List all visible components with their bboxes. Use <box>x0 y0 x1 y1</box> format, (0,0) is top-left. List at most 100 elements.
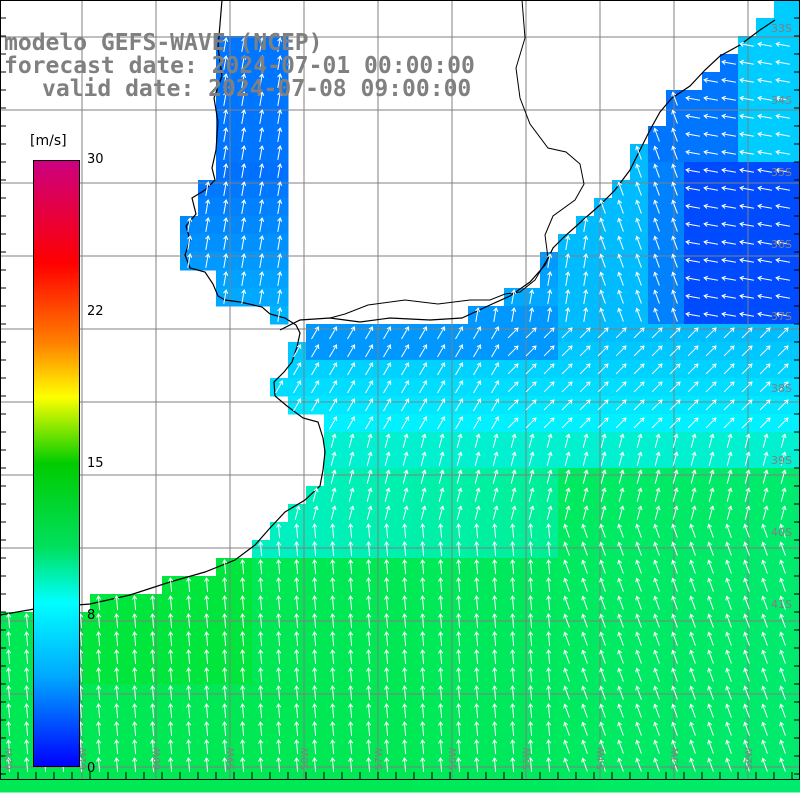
wind-arrow <box>150 667 156 683</box>
wind-arrow <box>546 631 552 647</box>
wind-arrow <box>757 59 772 65</box>
wind-arrow <box>241 91 247 106</box>
wind-arrow <box>474 595 480 611</box>
wind-arrow <box>528 739 534 755</box>
wind-arrow <box>579 381 591 393</box>
wind-arrow <box>582 433 589 448</box>
wind-arrow <box>241 73 247 88</box>
wind-speed-cell <box>648 774 667 793</box>
wind-speed-cell <box>792 666 800 685</box>
wind-arrow <box>223 163 229 178</box>
wind-speed-cell <box>792 36 800 55</box>
wind-arrow <box>707 667 714 682</box>
wind-arrow <box>739 221 754 227</box>
wind-arrow <box>563 685 570 700</box>
wind-arrow <box>653 127 660 142</box>
wind-arrow <box>780 451 787 466</box>
wind-arrow <box>739 203 754 209</box>
wind-arrow <box>528 631 534 647</box>
wind-arrow <box>653 289 660 304</box>
wind-arrow <box>669 327 681 339</box>
wind-speed-cell <box>792 324 800 343</box>
wind-arrow <box>739 113 754 119</box>
wind-arrow <box>510 595 516 611</box>
wind-speed-cell <box>54 774 73 793</box>
wind-arrow <box>705 399 717 411</box>
wind-arrow <box>258 739 264 755</box>
wind-speed-cell <box>216 774 235 793</box>
wind-arrow <box>528 559 534 575</box>
wind-arrow <box>365 398 374 412</box>
wind-arrow <box>583 289 589 304</box>
wind-arrow <box>762 505 769 520</box>
wind-arrow <box>617 703 624 718</box>
wind-arrow <box>366 631 372 647</box>
wind-speed-cell <box>792 180 800 199</box>
wind-arrow <box>563 523 570 538</box>
wind-arrow <box>599 307 606 322</box>
wind-arrow <box>635 253 642 268</box>
wind-arrow <box>330 595 336 611</box>
wind-arrow <box>546 613 552 629</box>
wind-arrow <box>671 739 678 754</box>
wind-arrow <box>703 221 718 227</box>
wind-arrow <box>633 345 645 357</box>
wind-arrow <box>402 757 408 773</box>
wind-arrow <box>739 239 754 245</box>
wind-arrow <box>671 631 678 646</box>
wind-arrow <box>703 113 718 119</box>
wind-arrow <box>653 685 660 700</box>
wind-arrow <box>329 416 338 430</box>
wind-arrow <box>561 363 573 375</box>
wind-arrow <box>259 127 265 142</box>
wind-arrow <box>617 613 624 628</box>
wind-arrow <box>547 271 553 286</box>
wind-arrow <box>348 595 354 611</box>
wind-arrow <box>757 113 772 119</box>
wind-arrow <box>636 487 643 502</box>
wind-arrow <box>723 363 735 375</box>
wind-speed-cell <box>522 774 541 793</box>
wind-speed-cell <box>774 774 793 793</box>
wind-arrow <box>223 289 229 304</box>
wind-arrow <box>654 451 661 466</box>
wind-arrow <box>204 739 210 755</box>
wind-arrow <box>276 757 282 773</box>
wind-arrow <box>204 721 210 737</box>
wind-arrow <box>651 363 663 375</box>
wind-arrow <box>723 417 735 429</box>
wind-speed-cell <box>756 18 775 37</box>
wind-arrow <box>96 595 102 611</box>
wind-arrow <box>222 613 228 629</box>
latitude-label: 36S <box>771 238 792 251</box>
wind-arrow <box>240 721 246 737</box>
wind-arrow <box>276 631 282 647</box>
wind-arrow <box>312 487 319 502</box>
wind-arrow <box>600 433 607 448</box>
wind-arrow <box>330 469 337 484</box>
wind-arrow <box>721 185 736 191</box>
wind-arrow <box>402 667 408 683</box>
wind-arrow <box>311 362 320 376</box>
wind-arrow <box>563 739 570 754</box>
wind-arrow <box>456 667 462 683</box>
wind-arrow <box>402 685 408 701</box>
wind-arrow <box>543 417 555 429</box>
wind-arrow <box>383 326 392 340</box>
wind-arrow <box>96 721 102 737</box>
wind-arrow <box>757 311 772 317</box>
wind-arrow <box>347 380 356 394</box>
wind-arrow <box>492 595 498 611</box>
wind-arrow <box>561 381 573 393</box>
wind-arrow <box>311 326 320 340</box>
wind-arrow <box>474 721 480 737</box>
colorbar-tick: 15 <box>87 456 104 471</box>
wind-arrow <box>636 469 643 484</box>
wind-arrow <box>565 307 571 322</box>
wind-arrow <box>492 703 498 719</box>
wind-arrow <box>671 541 678 556</box>
wind-speed-cell <box>72 774 91 793</box>
wind-arrow <box>456 685 462 701</box>
wind-arrow <box>703 77 718 83</box>
wind-arrow <box>777 363 789 375</box>
